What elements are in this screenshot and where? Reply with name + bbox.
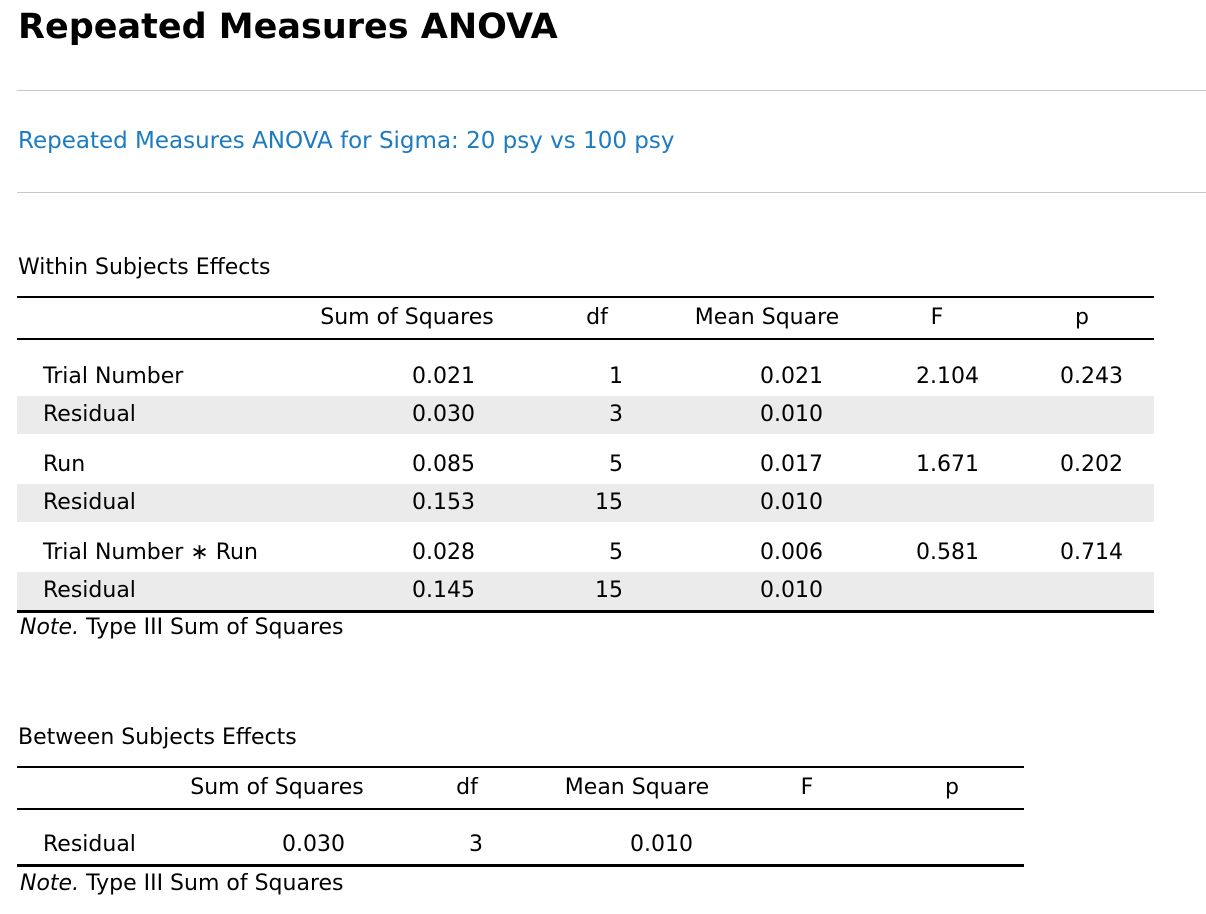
- p-cell: 0.714: [1060, 540, 1123, 565]
- table-header: Sum of Squares df Mean Square F p: [17, 766, 1024, 810]
- ss-cell: 0.085: [412, 452, 475, 477]
- ms-cell: 0.006: [760, 540, 823, 565]
- f-cell: 1.671: [916, 452, 979, 477]
- ms-cell: 0.010: [760, 402, 823, 427]
- df-cell: 3: [609, 402, 623, 427]
- df-cell: 15: [595, 578, 623, 603]
- df-cell: 5: [609, 540, 623, 565]
- ss-cell: 0.030: [282, 832, 345, 857]
- header-df: df: [586, 305, 608, 330]
- term-cell: Run: [43, 452, 86, 477]
- df-cell: 1: [609, 364, 623, 389]
- header-f: F: [800, 775, 814, 800]
- df-cell: 3: [469, 832, 483, 857]
- divider: [17, 192, 1206, 193]
- p-cell: 0.202: [1060, 452, 1123, 477]
- f-cell: 2.104: [916, 364, 979, 389]
- ms-cell: 0.010: [630, 832, 693, 857]
- between-subjects-table: Sum of Squares df Mean Square F p Residu…: [17, 766, 1024, 867]
- df-cell: 5: [609, 452, 623, 477]
- ms-cell: 0.010: [760, 578, 823, 603]
- between-subjects-title: Between Subjects Effects: [18, 725, 297, 750]
- term-cell: Trial Number: [43, 364, 184, 389]
- term-cell: Residual: [43, 402, 136, 427]
- df-cell: 15: [595, 490, 623, 515]
- p-cell: 0.243: [1060, 364, 1123, 389]
- header-df: df: [456, 775, 478, 800]
- f-cell: 0.581: [916, 540, 979, 565]
- page-title: Repeated Measures ANOVA: [18, 7, 558, 47]
- table-row: Run 0.085 5 0.017 1.671 0.202: [17, 446, 1154, 484]
- header-sum-of-squares: Sum of Squares: [190, 775, 364, 800]
- note-label: Note.: [20, 871, 80, 896]
- table-row: Trial Number 0.021 1 0.021 2.104 0.243: [17, 358, 1154, 396]
- header-sum-of-squares: Sum of Squares: [320, 305, 494, 330]
- term-cell: Residual: [43, 832, 136, 857]
- note-text: Type III Sum of Squares: [79, 615, 344, 640]
- term-cell: Residual: [43, 578, 136, 603]
- term-cell: Residual: [43, 490, 136, 515]
- table-row: Residual 0.030 3 0.010: [17, 396, 1154, 434]
- within-subjects-title: Within Subjects Effects: [18, 255, 271, 280]
- ss-cell: 0.030: [412, 402, 475, 427]
- term-cell: Trial Number ∗ Run: [43, 540, 258, 565]
- ss-cell: 0.028: [412, 540, 475, 565]
- table-header: Sum of Squares df Mean Square F p: [17, 296, 1154, 340]
- ss-cell: 0.021: [412, 364, 475, 389]
- ms-cell: 0.010: [760, 490, 823, 515]
- header-p: p: [1075, 305, 1089, 330]
- ss-cell: 0.153: [412, 490, 475, 515]
- table-bottom-rule: [17, 610, 1154, 613]
- ms-cell: 0.017: [760, 452, 823, 477]
- table-bottom-rule: [17, 864, 1024, 867]
- ms-cell: 0.021: [760, 364, 823, 389]
- header-mean-square: Mean Square: [694, 305, 840, 330]
- table-row: Trial Number ∗ Run 0.028 5 0.006 0.581 0…: [17, 534, 1154, 572]
- within-subjects-table: Sum of Squares df Mean Square F p Trial …: [17, 296, 1154, 613]
- note-label: Note.: [20, 615, 80, 640]
- ss-cell: 0.145: [412, 578, 475, 603]
- header-p: p: [945, 775, 959, 800]
- divider: [17, 90, 1206, 91]
- between-table-note: Note. Type III Sum of Squares: [20, 870, 344, 898]
- note-text: Type III Sum of Squares: [79, 871, 344, 896]
- table-row: Residual 0.145 15 0.010: [17, 572, 1154, 610]
- within-table-note: Note. Type III Sum of Squares: [20, 614, 344, 642]
- analysis-title-link[interactable]: Repeated Measures ANOVA for Sigma: 20 ps…: [18, 128, 675, 154]
- table-row: Residual 0.153 15 0.010: [17, 484, 1154, 522]
- table-row: Residual 0.030 3 0.010: [17, 826, 1024, 864]
- header-f: F: [930, 305, 944, 330]
- header-mean-square: Mean Square: [564, 775, 710, 800]
